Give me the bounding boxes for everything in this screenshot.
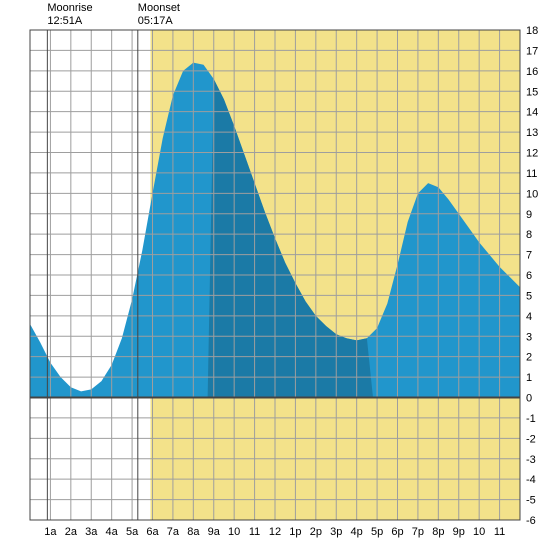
x-tick-label: 6p [391, 526, 403, 538]
y-tick-label: 9 [526, 209, 532, 221]
tide-chart: Moonrise 12:51A Moonset 05:17A 1a 2a 3a 4a 5… [0, 0, 550, 550]
y-tick-label: -1 [526, 413, 536, 425]
x-tick-label: 2p [310, 526, 322, 538]
x-tick-label: 8p [432, 526, 444, 538]
x-tick-label: 4p [351, 526, 363, 538]
y-tick-label: 8 [526, 229, 532, 241]
y-tick-label: 6 [526, 270, 532, 282]
y-tick-label: 5 [526, 290, 532, 302]
y-tick-label: -4 [526, 474, 536, 486]
x-tick-label: 9p [453, 526, 465, 538]
y-tick-label: 16 [526, 66, 538, 78]
x-tick-label: 7p [412, 526, 424, 538]
x-tick-label: 1a [44, 526, 57, 538]
y-tick-label: 10 [526, 188, 538, 200]
x-tick-label: 5a [126, 526, 139, 538]
moonset-label: Moonset 05:17A [138, 2, 180, 28]
x-tick-label: 1p [289, 526, 301, 538]
moonrise-label: Moonrise 12:51A [47, 2, 92, 28]
chart-svg: 1a2a3a4a5a6a7a8a9a1011121p2p3p4p5p6p7p8p… [0, 0, 550, 550]
x-tick-label: 10 [473, 526, 485, 538]
y-tick-label: 1 [526, 372, 532, 384]
y-tick-label: -2 [526, 433, 536, 445]
y-tick-label: 12 [526, 148, 538, 160]
x-tick-label: 3a [85, 526, 98, 538]
y-axis-labels: -6-5-4-3-2-10123456789101112131415161718 [526, 25, 538, 527]
x-tick-label: 7a [167, 526, 180, 538]
y-tick-label: 2 [526, 352, 532, 364]
x-tick-label: 6a [146, 526, 159, 538]
y-tick-label: 17 [526, 45, 538, 57]
x-tick-label: 3p [330, 526, 342, 538]
y-tick-label: 11 [526, 168, 537, 180]
x-tick-label: 8a [187, 526, 200, 538]
y-tick-label: -5 [526, 495, 536, 507]
x-tick-label: 12 [269, 526, 281, 538]
y-tick-label: -3 [526, 454, 536, 466]
x-tick-label: 2a [65, 526, 78, 538]
x-axis-labels: 1a 2a 3a 4a 5a 6a 7a 8a 9a 10 11 12 1p 2p 3p 4p 5p 6p 7p 8p… [44, 526, 505, 538]
y-tick-label: 7 [526, 250, 532, 262]
x-tick-label: 11 [494, 526, 505, 538]
y-tick-label: 15 [526, 86, 538, 98]
x-tick-label: 11 [249, 526, 260, 538]
x-tick-label: 9a [208, 526, 221, 538]
y-tick-label: 0 [526, 393, 532, 405]
y-tick-label: 4 [526, 311, 532, 323]
x-tick-label: 5p [371, 526, 383, 538]
y-tick-label: 3 [526, 331, 532, 343]
x-tick-label: 4a [106, 526, 119, 538]
y-tick-label: 18 [526, 25, 538, 37]
y-tick-label: 13 [526, 127, 538, 139]
y-tick-label: 14 [526, 107, 538, 119]
y-tick-label: -6 [526, 515, 536, 527]
x-tick-label: 10 [228, 526, 240, 538]
